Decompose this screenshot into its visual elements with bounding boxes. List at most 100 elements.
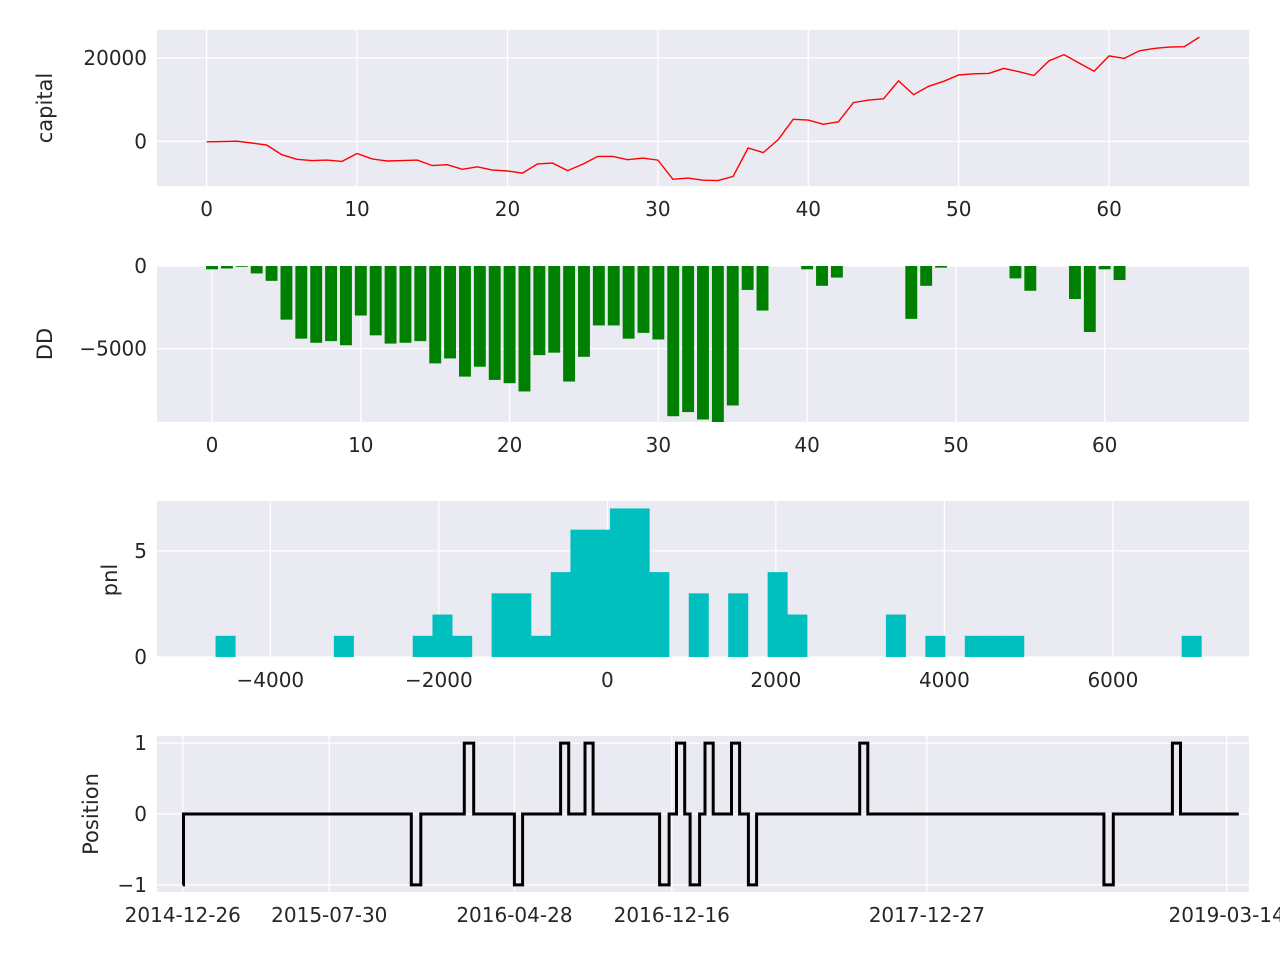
dd-bar [1083,266,1096,333]
dd-bar [711,266,724,422]
dd-bar [607,266,620,326]
pnl-bar [1181,635,1202,657]
dd-bar [444,266,457,359]
capital-ytick-label: 0 [134,129,147,153]
pnl-bar [412,635,433,657]
dd-panel: 0 10 20 30 40 50 60 0 −5000 DD [33,254,1249,457]
dd-bar [637,266,650,333]
capital-line [206,36,1200,182]
dd-ylabel: DD [33,328,57,360]
dd-bar [935,266,947,268]
capital-xtick-label: 40 [796,197,821,221]
capital-gridlines [157,30,1249,186]
dd-bar [592,266,605,326]
dd-bar [429,266,442,364]
dd-bar [622,266,635,339]
position-ytick-label: −1 [118,873,147,897]
dd-bar [220,266,233,269]
pnl-xtick-label: −2000 [405,668,473,692]
dd-bar [920,266,933,286]
dd-bar [563,266,576,382]
pnl-bar [491,593,512,657]
dd-bar [354,266,367,316]
dd-xtick-label: 20 [497,433,522,457]
pnl-bar [787,614,808,657]
pnl-bar [570,529,591,657]
pnl-bar [649,572,670,657]
dd-bar [1068,266,1081,300]
pnl-bar [885,614,906,657]
pnl-bar [452,635,473,657]
dd-bar [652,266,665,340]
position-xtick-label: 2015-07-30 [271,903,387,927]
dd-bar [414,266,427,342]
dd-bar [548,266,561,353]
capital-xtick-label: 50 [946,197,971,221]
pnl-xtick-label: 6000 [1087,668,1138,692]
dd-bar [235,266,248,267]
dd-bar [756,266,769,311]
dd-bar [503,266,516,384]
position-xtick-label: 2017-12-27 [869,903,985,927]
position-line [182,741,1239,887]
capital-xtick-label: 20 [495,197,520,221]
pnl-bar [925,635,946,657]
dd-ytick-label: −5000 [79,337,147,361]
dd-bar [1113,266,1126,281]
dd-bar [816,266,828,286]
dd-bar [1024,266,1037,291]
pnl-xtick-label: 0 [601,668,614,692]
pnl-bar [333,635,354,657]
capital-panel: 0 10 20 30 40 50 60 0 20000 capital [33,30,1249,221]
position-ytick-label: 0 [134,802,147,826]
dd-ytick-label: 0 [134,254,147,278]
position-xtick-label: 2016-12-16 [614,903,730,927]
position-xtick-label: 2014-12-26 [125,903,241,927]
pnl-bar [215,635,236,657]
capital-series [206,36,1200,182]
dd-bar [830,266,843,278]
position-panel: 2014-12-26 2015-07-30 2016-04-28 2016-12-16… [79,731,1280,927]
dd-xtick-label: 40 [794,433,819,457]
pnl-bar [984,635,1005,657]
position-ticks: 2014-12-26 2015-07-30 2016-04-28 2016-12-16… [118,731,1280,927]
dd-bar [384,266,397,344]
dd-bar [325,266,338,342]
pnl-ytick-label: 5 [134,539,147,563]
capital-xtick-label: 10 [344,197,369,221]
dd-bars [206,266,1126,422]
dd-xtick-label: 10 [348,433,373,457]
dd-bar [265,266,278,281]
pnl-bar [432,614,453,657]
pnl-bar [629,508,650,657]
capital-xtick-label: 30 [645,197,670,221]
pnl-ticks: −4000 −2000 0 2000 4000 6000 0 5 [134,539,1138,692]
pnl-xtick-label: −4000 [237,668,305,692]
capital-ticks: 0 10 20 30 40 50 60 0 20000 [83,46,1121,221]
dd-bar [369,266,382,336]
dd-bar [682,266,695,413]
dd-bar [250,266,263,274]
dd-bar [578,266,590,357]
pnl-bar [767,572,788,657]
dd-xtick-label: 60 [1092,433,1117,457]
pnl-bar [609,508,630,657]
dd-xtick-label: 0 [206,433,219,457]
pnl-xtick-label: 2000 [750,668,801,692]
dd-bar [488,266,501,380]
dd-xtick-label: 50 [943,433,968,457]
pnl-bar [1004,635,1025,657]
pnl-bar [964,635,985,657]
capital-xtick-label: 0 [200,197,213,221]
dd-bar [459,266,471,377]
dd-bar [295,266,308,339]
dd-bar [741,266,754,290]
dd-xtick-label: 30 [646,433,671,457]
pnl-panel: −4000 −2000 0 2000 4000 6000 0 5 pnl [98,501,1249,692]
dd-bar [206,266,218,270]
pnl-ytick-label: 0 [134,645,147,669]
dd-bar [905,266,918,319]
position-xtick-label: 2019-03-14 [1169,903,1280,927]
position-series [182,741,1239,887]
